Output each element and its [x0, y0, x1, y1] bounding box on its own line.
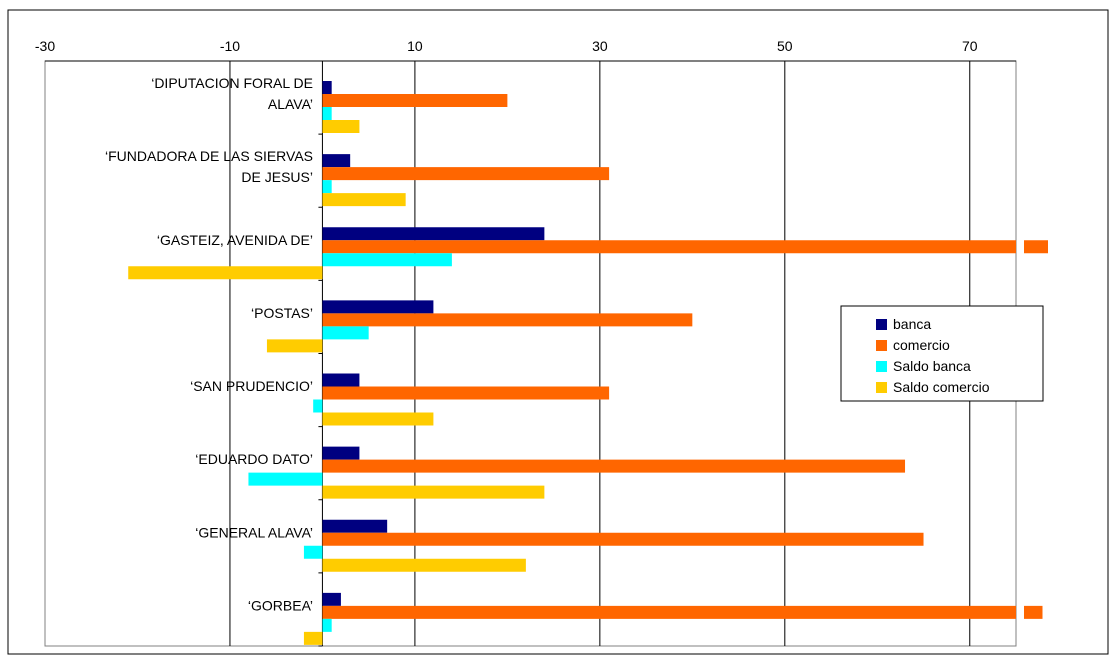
- bar: [322, 227, 545, 241]
- bar: [322, 180, 332, 194]
- x-tick-label: -10: [220, 38, 240, 54]
- bar: [322, 193, 406, 207]
- bar: [322, 532, 924, 546]
- bar: [322, 167, 610, 181]
- legend-swatch: [876, 361, 887, 372]
- x-tick-label: 30: [592, 38, 608, 54]
- category-label: ‘POSTAS’: [251, 305, 313, 321]
- bar: [322, 446, 360, 460]
- bar: [322, 313, 693, 327]
- bar: [322, 592, 341, 606]
- bar: [303, 631, 323, 645]
- bar: [128, 266, 323, 280]
- x-tick-label: 10: [407, 38, 423, 54]
- legend-label: Saldo banca: [893, 358, 971, 374]
- bar: [303, 545, 323, 559]
- category-label: ‘SAN PRUDENCIO’: [190, 378, 313, 394]
- plot-area: -30 -10 10 30 50 70 ‘DIPUTACION FORAL DE ALAVA’…: [35, 38, 1048, 647]
- legend-label: Saldo comercio: [893, 379, 990, 395]
- bar: [322, 485, 545, 499]
- category-label: ‘GORBEA’: [248, 597, 313, 613]
- bar: [322, 459, 906, 473]
- bar: [322, 373, 360, 387]
- bar: [322, 107, 332, 120]
- bar: [266, 339, 323, 353]
- legend-swatch: [876, 340, 887, 351]
- x-tick-label: 70: [962, 38, 978, 54]
- bar-overflow: [1024, 240, 1048, 254]
- bar: [322, 253, 452, 267]
- bar: [322, 412, 434, 426]
- bar: [322, 120, 360, 133]
- category-label: ‘GENERAL ALAVA’: [195, 524, 313, 540]
- bar: [322, 154, 351, 168]
- category-label: ‘DIPUTACION FORAL DE: [151, 75, 313, 91]
- bar: [322, 326, 369, 340]
- legend-swatch: [876, 382, 887, 393]
- category-label: ‘FUNDADORA DE LAS SIERVAS: [105, 148, 313, 164]
- x-tick-label: 50: [777, 38, 793, 54]
- bar-overflow: [1024, 605, 1043, 619]
- bar: [322, 94, 508, 107]
- bar: [322, 81, 332, 94]
- bar: [322, 519, 388, 533]
- bar: [322, 558, 526, 572]
- bar: [322, 386, 610, 400]
- x-tick-label: -30: [35, 38, 55, 54]
- bar: [322, 240, 1016, 254]
- bar: [313, 399, 323, 413]
- bar: [322, 605, 1016, 619]
- category-label: DE JESUS’: [241, 169, 313, 185]
- legend: banca comercio Saldo banca Saldo comercio: [840, 305, 1044, 402]
- category-label: ‘EDUARDO DATO’: [195, 451, 313, 467]
- legend-label: comercio: [893, 337, 950, 353]
- category-label: ALAVA’: [268, 96, 313, 112]
- legend-label: banca: [893, 316, 931, 332]
- legend-swatch: [876, 319, 887, 330]
- legend-box: [840, 305, 1044, 402]
- bar: [322, 618, 332, 632]
- category-label: ‘GASTEIZ, AVENIDA DE’: [157, 232, 313, 248]
- bar: [322, 300, 434, 314]
- bar: [248, 472, 323, 486]
